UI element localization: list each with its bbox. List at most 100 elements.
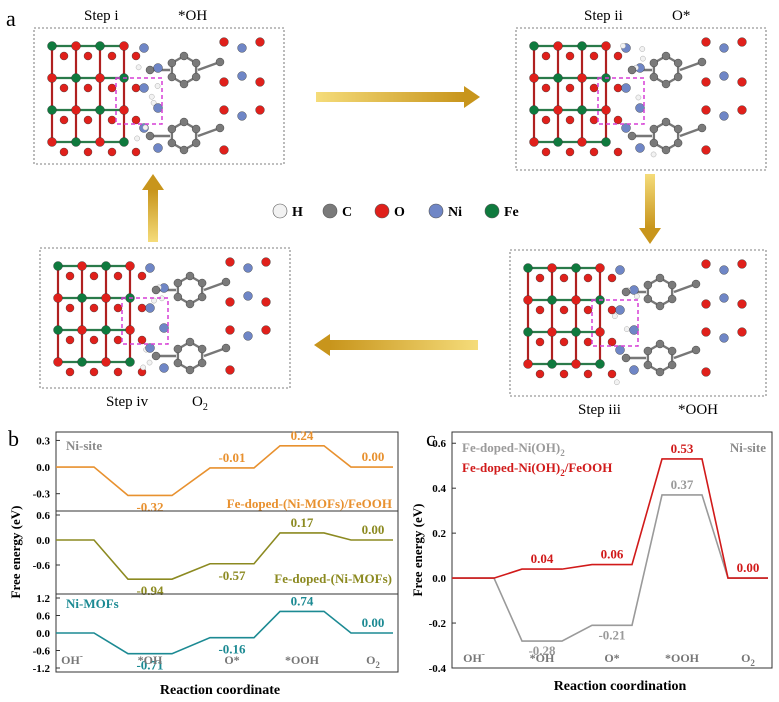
step-ii-species: O*: [672, 8, 690, 24]
panel-b-data-label: 0.00: [362, 615, 385, 630]
panel-b-y-tick-label: 0.0: [36, 535, 50, 547]
panel-b-x-tick-label: *OH: [138, 653, 163, 667]
panel-c-data-label: -0.28: [528, 643, 556, 658]
panel-b-site-annotation: Ni-site: [66, 438, 102, 453]
panel-c-y-tick-label: 0.2: [432, 528, 446, 540]
panel-b-y-tick-label: 1.2: [36, 593, 50, 605]
panel-b-data-label: 0.00: [362, 449, 385, 464]
panel-a-label: a: [6, 6, 16, 31]
panel-a: a Step i *OH Step ii O* Step iii *OOH St…: [6, 6, 767, 418]
legend-atom-ni-label: Ni: [448, 205, 462, 220]
panel-b-plots: 0.3 0.0 -0.3 -0.32 -0.01 0.24 0.00 Fe-doped-(Ni…: [33, 428, 399, 675]
arrow-left: [314, 334, 478, 356]
panel-b-x-tick-label: *OOH: [285, 653, 320, 667]
panel-c-y-tick-label: 0.4: [432, 483, 446, 495]
panel-c-legend-entry: Fe-doped-Ni(OH)2: [462, 440, 565, 458]
panel-b-energy-profile-line: [56, 610, 393, 655]
legend-atom-o-marker: [374, 203, 390, 219]
panel-b: b Free energy (eV) Reaction coordinate 0…: [8, 426, 399, 698]
legend-atom-fe-label: Fe: [504, 205, 519, 220]
panel-b-y-tick-label: 0.6: [36, 611, 50, 623]
panel-b-y-tick-label: -0.6: [33, 646, 51, 658]
panel-c-y-tick-label: 0.6: [432, 438, 446, 450]
panel-b-series-name: Fe-doped-(Ni-MOFs)/FeOOH: [227, 496, 392, 511]
panel-b-data-label: 0.24: [291, 428, 314, 443]
panel-c-data-label: 0.04: [531, 551, 554, 566]
panel-c-x-tick-label: *OH: [530, 651, 555, 665]
step-iii-species: *OOH: [678, 402, 718, 418]
step-iv-species: O2: [192, 394, 208, 413]
structure-step-iv: [39, 247, 291, 389]
panel-b-y-tick-label: -0.6: [33, 560, 51, 572]
panel-b-data-label: 0.74: [291, 593, 314, 608]
step-iii-label: Step iii: [578, 402, 621, 418]
structure-step-iii: [509, 249, 767, 397]
panel-b-energy-profile-line: [56, 532, 393, 580]
legend-atom-c-marker: [322, 203, 338, 219]
panel-c: c Free energy (eV) 0.6 0.4 0.2 0.0 -0.2 -0.4 -0…: [410, 426, 773, 694]
panel-c-data-label: 0.00: [737, 560, 760, 575]
panel-c-x-tick-label: O*: [604, 651, 619, 665]
panel-b-x-axis-label: Reaction coordinate: [160, 683, 280, 698]
legend-atom-fe-marker: [484, 203, 500, 219]
panel-b-data-label: 0.17: [291, 515, 314, 530]
panel-b-data-label: -0.32: [136, 499, 163, 514]
panel-b-data-label: -0.94: [136, 583, 164, 598]
panel-b-data-label: -0.01: [218, 450, 245, 465]
panel-b-series-name: Fe-doped-(Ni-MOFs): [274, 571, 392, 586]
panel-c-site-annotation: Ni-site: [730, 440, 766, 455]
panel-c-x-axis-label: Reaction coordination: [554, 679, 687, 694]
panel-b-y-tick-label: 0.0: [36, 462, 50, 474]
panel-b-series-name: Ni-MOFs: [66, 596, 119, 611]
panel-c-plot-frame: [451, 431, 773, 669]
legend-atom-ni-marker: [428, 203, 444, 219]
structure-step-ii: [515, 27, 767, 171]
step-iv-label: Step iv: [106, 394, 149, 410]
legend-atom-o-label: O: [394, 205, 405, 220]
panel-b-y-tick-label: -0.3: [33, 489, 51, 501]
panel-b-x-tick-label: O*: [224, 653, 239, 667]
panel-c-data-label: 0.06: [601, 547, 624, 562]
panel-c-data-label: 0.53: [671, 441, 694, 456]
panel-b-data-label: 0.00: [362, 522, 385, 537]
atom-legend: H C O Ni Fe: [272, 203, 519, 220]
panel-b-label: b: [8, 426, 19, 451]
legend-atom-h-marker: [272, 203, 288, 219]
panel-c-x-tick-label: OH-: [463, 649, 485, 665]
panel-c-plot: Free energy (eV) 0.6 0.4 0.2 0.0 -0.2 -0.4 -0.2…: [410, 431, 773, 675]
arrow-down: [639, 174, 661, 244]
panel-b-data-label: -0.16: [218, 642, 246, 657]
step-i-species: *OH: [178, 8, 207, 24]
panel-b-x-tick-label: O2: [366, 653, 380, 670]
panel-c-legend-entry: Fe-doped-Ni(OH)2/FeOOH: [462, 460, 612, 478]
legend-atom-h-label: H: [292, 205, 303, 220]
legend-atom-c-label: C: [342, 205, 352, 220]
structure-step-i: [33, 27, 285, 165]
panel-c-y-tick-label: -0.2: [429, 618, 447, 630]
panel-b-y-tick-label: -1.2: [33, 663, 51, 675]
step-ii-label: Step ii: [584, 8, 623, 24]
panel-c-x-tick-label: *OOH: [665, 651, 700, 665]
panel-b-y-tick-label: 0.6: [36, 510, 50, 522]
panel-c-energy-profile-line: [452, 494, 768, 642]
panel-c-y-axis-title: Free energy (eV): [410, 504, 425, 597]
panel-b-y-axis-label: Free energy (eV): [8, 506, 23, 599]
panel-c-x-tick-label: O2: [741, 651, 755, 668]
panel-c-data-label: -0.21: [598, 627, 625, 642]
step-i-label: Step i: [84, 8, 119, 24]
arrow-up: [142, 174, 164, 242]
panel-c-label: c: [426, 426, 436, 451]
panel-c-energy-profile-line: [452, 458, 768, 579]
panel-c-y-tick-label: -0.4: [429, 663, 447, 675]
arrow-right: [316, 86, 480, 108]
panel-b-y-tick-label: 0.0: [36, 628, 50, 640]
panel-b-y-tick-label: 0.3: [36, 435, 50, 447]
panel-b-data-label: -0.71: [136, 658, 163, 673]
panel-b-x-tick-label: OH-: [61, 651, 83, 667]
panel-c-y-tick-label: 0.0: [432, 573, 446, 585]
panel-b-energy-profile-line: [56, 444, 393, 497]
panel-c-data-label: 0.37: [671, 477, 694, 492]
panel-b-y-axis-title: Free energy (eV): [8, 506, 23, 599]
panel-b-data-label: -0.57: [218, 568, 246, 583]
